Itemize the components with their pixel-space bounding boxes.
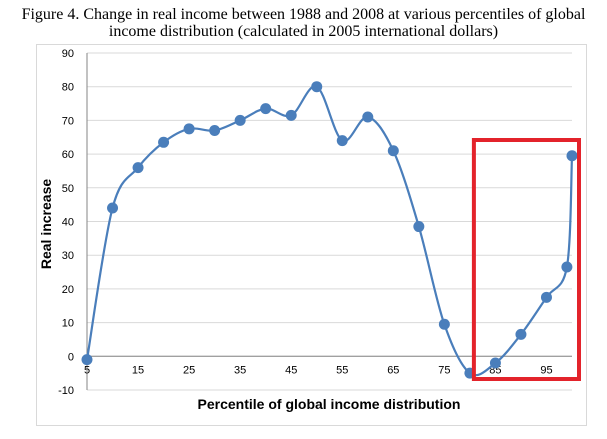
data-point (438, 318, 450, 330)
highlight-box (471, 138, 582, 381)
data-point (540, 291, 552, 303)
chart-title: Figure 4. Change in real income between … (0, 6, 607, 40)
data-point (132, 162, 144, 174)
y-tick-label: 20 (62, 284, 74, 296)
y-tick-label: 0 (68, 351, 74, 363)
highlight-rectangle (471, 138, 582, 381)
y-tick-label: 90 (62, 48, 74, 60)
chart-title-line-1: Figure 4. Change in real income between … (21, 6, 586, 23)
x-axis-label: Percentile of global income distribution (198, 396, 461, 412)
y-tick-label: -10 (58, 385, 74, 397)
data-point (183, 123, 195, 135)
x-tick-label: 95 (540, 364, 552, 376)
x-tick-label: 45 (285, 364, 297, 376)
data-point (311, 81, 323, 93)
data-point (260, 103, 272, 115)
gridlines (86, 52, 572, 391)
y-tick-label: 80 (62, 82, 74, 94)
data-point (413, 221, 425, 233)
x-tick-label: 5 (84, 364, 90, 376)
data-point (81, 354, 93, 366)
data-point (362, 111, 374, 123)
data-point (107, 202, 119, 214)
y-tick-label: 30 (62, 250, 74, 262)
x-tick-label: 75 (438, 364, 450, 376)
data-point (336, 135, 348, 147)
y-tick-label: 70 (62, 115, 74, 127)
x-tick-label: 25 (183, 364, 195, 376)
data-point (489, 357, 501, 369)
data-point (561, 261, 573, 273)
series-line (85, 85, 574, 377)
data-point (515, 328, 527, 340)
x-tick-label: 35 (234, 364, 246, 376)
y-tick-label: 60 (62, 149, 74, 161)
data-point (234, 114, 246, 126)
chart-title-line-2: income distribution (calculated in 2005 … (108, 23, 499, 40)
data-point (209, 125, 221, 137)
y-tick-label: 10 (62, 318, 74, 330)
y-tick-labels: 90 80 70 60 50 40 30 20 10 0 -10 (58, 48, 74, 397)
data-point (566, 150, 578, 162)
x-tick-labels: 5 15 25 35 45 55 65 75 85 95 (84, 364, 553, 376)
series-line-path (85, 85, 574, 377)
data-point (387, 145, 399, 157)
x-tick-label: 15 (132, 364, 144, 376)
chart-frame (36, 44, 587, 426)
y-tick-label: 40 (62, 217, 74, 229)
x-tick-label: 65 (387, 364, 399, 376)
data-points (81, 81, 578, 379)
y-tick-label: 50 (62, 183, 74, 195)
x-tick-label: 55 (336, 364, 348, 376)
data-point (285, 109, 297, 121)
y-axis-label: Real increase (38, 179, 54, 269)
data-point (158, 136, 170, 148)
